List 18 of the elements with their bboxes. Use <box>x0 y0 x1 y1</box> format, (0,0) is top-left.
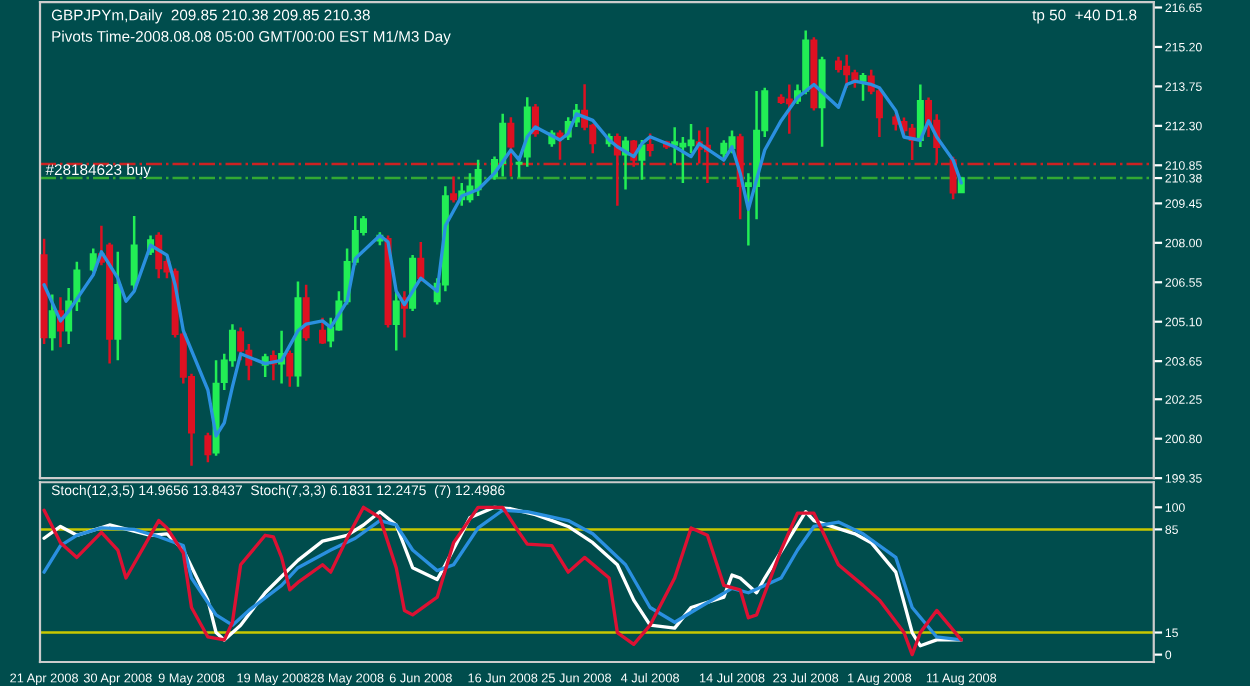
candlestick <box>302 283 310 343</box>
candlestick <box>859 71 867 103</box>
candlestick <box>286 349 294 388</box>
candlestick <box>319 316 327 346</box>
candlestick <box>450 175 458 204</box>
candlestick <box>392 290 400 352</box>
candlestick <box>204 431 212 464</box>
candlestick <box>843 53 851 89</box>
candlestick <box>646 132 654 158</box>
candlestick <box>499 112 507 178</box>
candlestick <box>507 115 515 178</box>
candlestick <box>48 293 56 352</box>
candlestick <box>237 326 245 362</box>
candlestick <box>687 122 695 155</box>
candlestick <box>679 135 687 185</box>
candlestick <box>818 55 826 149</box>
candlestick <box>130 214 138 293</box>
candlestick <box>671 125 679 165</box>
